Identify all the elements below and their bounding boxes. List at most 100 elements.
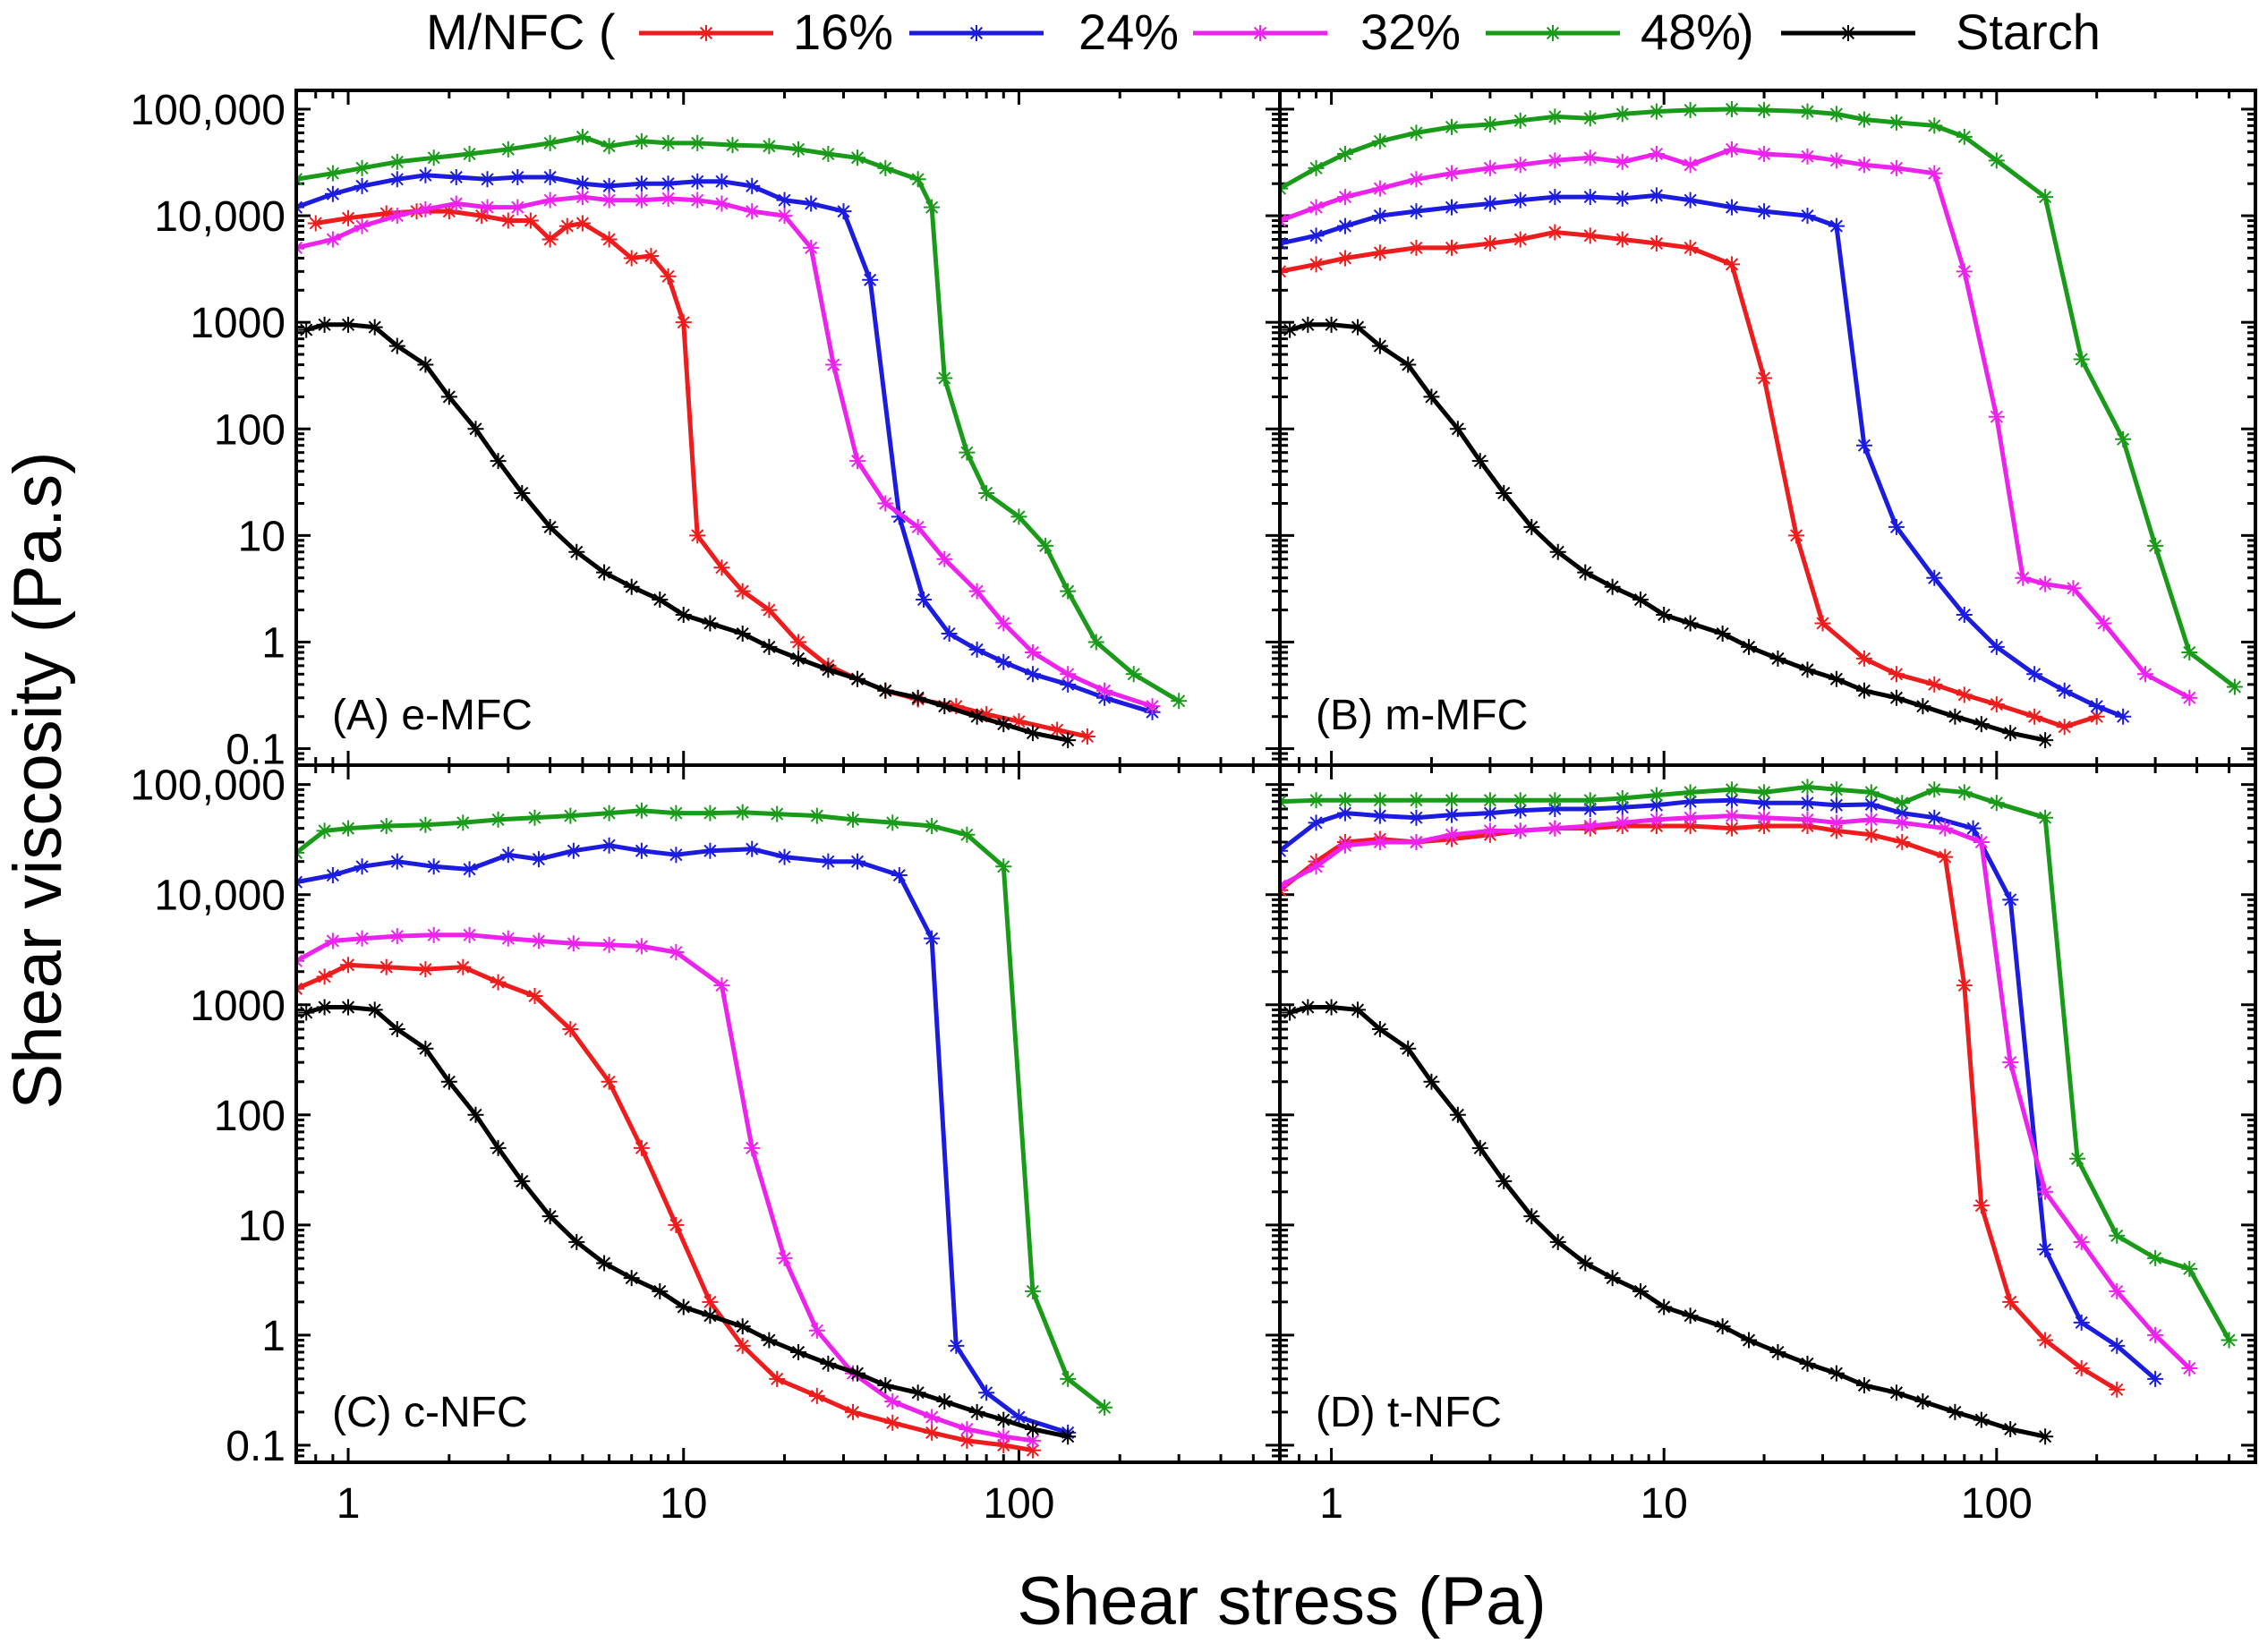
data-point bbox=[1894, 805, 1911, 822]
data-point bbox=[1828, 217, 1845, 234]
data-point bbox=[1547, 152, 1564, 169]
data-point bbox=[1799, 811, 1816, 828]
data-point bbox=[568, 543, 585, 560]
data-point bbox=[790, 650, 807, 667]
data-point bbox=[601, 192, 618, 209]
data-point bbox=[1799, 208, 1816, 225]
data-point bbox=[734, 804, 751, 821]
data-point bbox=[2115, 708, 2132, 725]
series-16pct bbox=[296, 957, 1041, 1459]
data-point bbox=[1855, 157, 1872, 174]
data-point bbox=[324, 932, 341, 949]
data-point bbox=[1523, 1208, 1540, 1225]
data-point bbox=[1741, 638, 1758, 655]
data-point bbox=[633, 802, 650, 819]
data-point bbox=[1604, 578, 1621, 595]
x-tick-label: 1 bbox=[1319, 1480, 1343, 1528]
data-point bbox=[1656, 607, 1673, 624]
data-point bbox=[541, 134, 558, 151]
data-point bbox=[1988, 638, 2005, 655]
data-point bbox=[499, 141, 516, 158]
data-point bbox=[2181, 1260, 2198, 1277]
data-point bbox=[702, 1293, 719, 1310]
series-line-48pct bbox=[296, 134, 1181, 703]
data-point bbox=[959, 826, 976, 843]
data-point bbox=[388, 853, 405, 870]
y-tick-label: 10 bbox=[238, 513, 286, 560]
data-point bbox=[776, 192, 793, 209]
series-24pct bbox=[296, 166, 1161, 720]
data-point bbox=[298, 1004, 315, 1021]
data-point bbox=[1443, 165, 1460, 182]
panel-ticks bbox=[294, 765, 1282, 1464]
data-point bbox=[1010, 508, 1027, 525]
panel-1: (B) m-MFC bbox=[1278, 89, 2257, 767]
data-point bbox=[1648, 787, 1665, 804]
data-point bbox=[820, 661, 837, 678]
data-point bbox=[574, 215, 591, 232]
data-point bbox=[596, 1255, 613, 1272]
data-point bbox=[2115, 430, 2132, 447]
panel-label: (B) m-MFC bbox=[1316, 692, 1528, 739]
data-point bbox=[1828, 152, 1845, 169]
series-line-16pct bbox=[313, 209, 1090, 739]
data-point bbox=[1481, 792, 1498, 809]
data-point bbox=[526, 809, 543, 826]
data-point bbox=[1724, 807, 1741, 824]
data-point bbox=[924, 1424, 941, 1441]
data-point bbox=[1788, 527, 1805, 544]
data-point bbox=[1888, 689, 1905, 706]
data-point bbox=[633, 842, 650, 859]
data-point bbox=[1855, 682, 1872, 699]
panel-series bbox=[1280, 779, 2238, 1445]
data-point bbox=[1956, 686, 1973, 703]
data-point bbox=[1682, 102, 1699, 119]
y-tick-label: 100 bbox=[214, 406, 286, 454]
series-starch bbox=[298, 316, 1077, 749]
data-point bbox=[909, 171, 926, 188]
data-point bbox=[1512, 192, 1529, 209]
data-point bbox=[499, 212, 516, 229]
data-point bbox=[884, 1392, 901, 1409]
data-point bbox=[601, 837, 618, 854]
data-point bbox=[713, 173, 730, 190]
data-point bbox=[1049, 721, 1066, 738]
data-point bbox=[1926, 569, 1943, 586]
data-point bbox=[1614, 190, 1631, 207]
data-point bbox=[1799, 661, 1816, 678]
data-point bbox=[1336, 250, 1353, 267]
data-point bbox=[884, 1414, 901, 1431]
series-48pct bbox=[296, 802, 1113, 1416]
data-point bbox=[877, 682, 894, 699]
data-point bbox=[448, 195, 465, 212]
data-point bbox=[668, 805, 685, 822]
data-point bbox=[652, 592, 669, 609]
data-point bbox=[1423, 388, 1440, 405]
data-point bbox=[509, 199, 526, 216]
panel-frame bbox=[294, 89, 1282, 767]
data-point bbox=[1096, 1399, 1113, 1416]
data-point bbox=[1814, 615, 1831, 632]
data-point bbox=[530, 932, 547, 949]
data-point bbox=[1547, 189, 1564, 206]
data-point bbox=[1024, 1432, 1041, 1449]
data-point bbox=[530, 851, 547, 868]
data-point bbox=[995, 1436, 1012, 1453]
data-point bbox=[2109, 1337, 2126, 1354]
data-point bbox=[448, 168, 465, 185]
data-point bbox=[744, 177, 761, 194]
data-point bbox=[541, 231, 558, 248]
data-point bbox=[467, 1106, 484, 1123]
data-point bbox=[514, 484, 531, 501]
data-point bbox=[1408, 124, 1425, 141]
data-point bbox=[2073, 1233, 2090, 1250]
data-point bbox=[675, 1299, 692, 1316]
data-point bbox=[1724, 256, 1741, 273]
data-point bbox=[689, 192, 706, 209]
data-point bbox=[514, 1172, 531, 1189]
data-point bbox=[2056, 682, 2073, 699]
data-point bbox=[968, 1403, 985, 1420]
x-tick-label: 10 bbox=[660, 1480, 707, 1528]
data-point bbox=[1010, 713, 1027, 730]
